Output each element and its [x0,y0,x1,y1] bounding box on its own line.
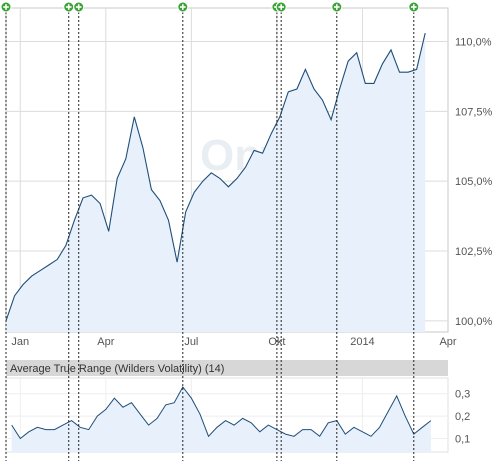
price-y-tick-label: 102,5% [455,246,493,258]
x-tick-label: Jan [11,336,29,348]
price-y-tick-label: 100,0% [455,316,493,328]
plus-circle-icon[interactable] [73,1,85,13]
x-tick-label: 2014 [350,336,374,348]
indicator-y-tick-label: 0,2 [455,411,470,423]
indicator-y-tick-label: 0,1 [455,434,470,446]
plus-circle-icon[interactable] [177,1,189,13]
plus-circle-icon[interactable] [63,1,75,13]
x-tick-label: Okt [268,336,285,348]
indicator-title: Average True Range (Wilders Volatility) … [10,363,224,375]
x-tick-label: Apr [439,336,456,348]
plus-circle-icon[interactable] [0,1,12,13]
price-line [5,32,426,321]
price-y-tick-label: 107,5% [455,106,493,118]
plus-circle-icon[interactable] [331,1,343,13]
indicator-y-tick-label: 0,3 [455,389,470,401]
plus-circle-icon[interactable] [408,1,420,13]
price-area [6,33,426,332]
indicator-line [11,386,432,440]
indicator-area [11,387,431,452]
price-y-tick-label: 110,0% [455,37,492,49]
plus-circle-icon[interactable] [275,1,287,13]
x-tick-label: Apr [97,336,114,348]
x-tick-label: Jul [184,336,198,348]
indicator-title-bar [6,360,448,376]
price-y-tick-label: 105,0% [455,176,493,188]
